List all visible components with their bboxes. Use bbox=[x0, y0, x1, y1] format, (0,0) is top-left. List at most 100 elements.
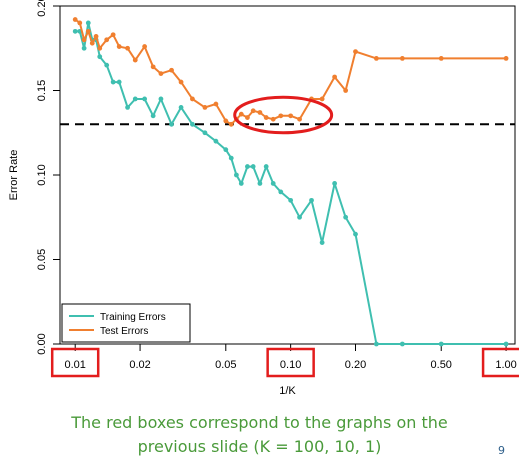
data-point bbox=[263, 115, 269, 120]
data-point bbox=[125, 45, 130, 51]
data-point bbox=[142, 96, 148, 102]
data-point bbox=[213, 101, 219, 107]
data-point bbox=[97, 54, 103, 60]
x-tick-label: 1.00 bbox=[495, 359, 516, 371]
data-point bbox=[158, 71, 164, 76]
data-point bbox=[202, 130, 208, 136]
x-tick-label: 0.05 bbox=[215, 359, 236, 371]
data-point bbox=[309, 197, 314, 203]
data-point bbox=[104, 37, 110, 43]
data-point bbox=[238, 181, 244, 186]
data-point bbox=[190, 121, 195, 127]
data-point bbox=[238, 111, 244, 117]
data-point bbox=[257, 181, 263, 186]
data-point bbox=[438, 341, 444, 347]
data-point bbox=[233, 172, 239, 178]
data-point bbox=[319, 96, 325, 102]
data-point bbox=[399, 341, 405, 347]
x-tick-label: 0.10 bbox=[280, 359, 301, 371]
x-tick-label: 0.20 bbox=[345, 359, 366, 371]
legend-box bbox=[61, 303, 191, 343]
data-point bbox=[116, 79, 122, 85]
data-point bbox=[332, 74, 338, 80]
slide-number: 9 bbox=[498, 444, 505, 457]
data-point bbox=[150, 64, 156, 70]
data-point bbox=[263, 164, 269, 169]
data-point bbox=[81, 45, 87, 51]
data-point bbox=[278, 189, 284, 195]
data-point bbox=[150, 113, 156, 119]
y-tick-label: 0.15 bbox=[36, 80, 48, 101]
data-point bbox=[278, 113, 284, 119]
legend-label: Training Errors bbox=[100, 312, 166, 323]
y-tick-label: 0.20 bbox=[36, 0, 48, 17]
data-point bbox=[270, 181, 276, 186]
data-point bbox=[110, 32, 116, 38]
data-point bbox=[343, 214, 349, 220]
data-point bbox=[270, 116, 276, 122]
data-point bbox=[202, 105, 208, 110]
plot-frame bbox=[59, 5, 516, 345]
data-point bbox=[132, 96, 138, 102]
data-point bbox=[353, 231, 358, 237]
data-point bbox=[97, 45, 103, 51]
data-point bbox=[85, 28, 91, 34]
series-line bbox=[75, 21, 507, 345]
data-point bbox=[223, 118, 229, 124]
x-tick-label: 0.02 bbox=[129, 359, 150, 371]
data-point bbox=[72, 17, 78, 22]
highlight-box bbox=[266, 347, 315, 378]
data-point bbox=[125, 105, 130, 110]
data-point bbox=[169, 67, 174, 73]
data-point bbox=[158, 96, 164, 102]
legend-label: Test Errors bbox=[100, 326, 148, 337]
data-point bbox=[228, 121, 234, 127]
data-point bbox=[250, 164, 256, 169]
data-point bbox=[228, 155, 234, 161]
data-point bbox=[178, 79, 184, 85]
data-point bbox=[142, 44, 148, 49]
series-line bbox=[74, 18, 507, 126]
caption-line-1: The red boxes correspond to the graphs o… bbox=[71, 413, 448, 432]
x-tick-label: 0.50 bbox=[431, 359, 452, 371]
caption-line-2: previous slide (K = 100, 10, 1) bbox=[137, 437, 382, 456]
x-axis-label: 1/K bbox=[279, 385, 296, 397]
y-axis-label: Error Rate bbox=[8, 150, 20, 201]
data-point bbox=[77, 20, 83, 26]
data-point bbox=[297, 116, 302, 122]
y-tick-label: 0.10 bbox=[36, 164, 48, 185]
data-point bbox=[169, 121, 174, 127]
data-point bbox=[178, 105, 184, 110]
data-point bbox=[223, 147, 229, 153]
data-point bbox=[213, 138, 219, 144]
data-point bbox=[81, 37, 87, 43]
error-rate-chart: 0.01 0.02 0.05 0.10 0.20 0.50 1.00 0.00 0.05 0.10… bbox=[8, 0, 519, 397]
data-point bbox=[89, 40, 95, 46]
data-point bbox=[110, 79, 116, 85]
data-point bbox=[319, 240, 325, 246]
data-point bbox=[190, 96, 195, 102]
highlight-ellipse bbox=[233, 95, 334, 135]
data-point bbox=[297, 214, 302, 220]
data-point bbox=[438, 55, 444, 61]
x-tick-label: 0.01 bbox=[64, 359, 85, 371]
data-point bbox=[245, 115, 250, 120]
data-point bbox=[503, 341, 509, 347]
data-point bbox=[132, 57, 138, 63]
data-point bbox=[399, 55, 405, 61]
data-point bbox=[373, 55, 379, 61]
data-point bbox=[250, 108, 256, 114]
data-point bbox=[85, 20, 91, 26]
y-tick-label: 0.05 bbox=[36, 249, 48, 270]
data-point bbox=[257, 110, 263, 115]
y-tick-label: 0.00 bbox=[36, 333, 48, 354]
data-point bbox=[93, 34, 99, 39]
data-point bbox=[332, 181, 338, 186]
highlight-box bbox=[481, 347, 519, 378]
data-point bbox=[373, 341, 379, 347]
data-point bbox=[353, 49, 358, 55]
data-point bbox=[245, 164, 250, 169]
data-point bbox=[72, 28, 78, 34]
data-point bbox=[503, 55, 509, 61]
highlight-box bbox=[50, 347, 100, 378]
